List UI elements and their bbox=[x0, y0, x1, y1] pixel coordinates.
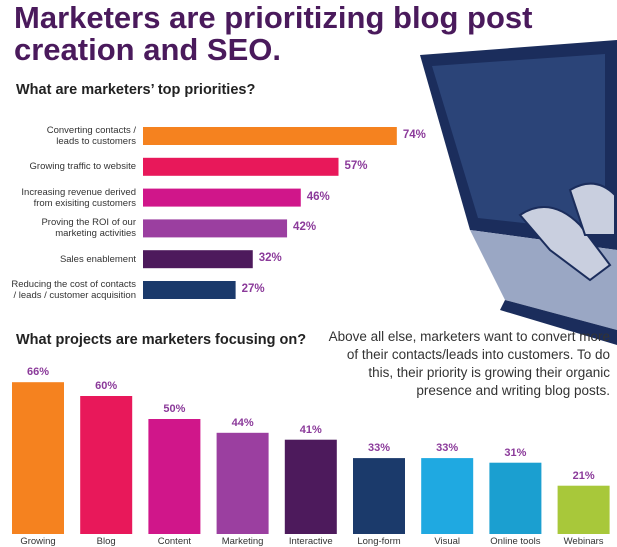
bar bbox=[284, 439, 337, 534]
value-label: 57% bbox=[344, 159, 368, 172]
value-label: 50% bbox=[163, 403, 186, 415]
category-label: Reducing the cost of contacts / leads / … bbox=[11, 279, 136, 301]
value-label: 66% bbox=[26, 366, 50, 379]
bar bbox=[353, 458, 405, 534]
category-label: Growing traffic to website bbox=[29, 161, 136, 173]
chart-title: What projects are marketers focusing on? bbox=[16, 332, 307, 348]
bar bbox=[216, 432, 269, 534]
category-label: Visual bbox=[434, 536, 461, 547]
value-label: 42% bbox=[293, 221, 317, 234]
bar bbox=[148, 419, 201, 534]
value-label: 44% bbox=[231, 416, 254, 429]
category-label: Interactive bbox=[288, 536, 333, 547]
category-label: Increasing revenue derived from exisitin… bbox=[21, 186, 136, 209]
page-title: Marketers are prioritizing blog post cre… bbox=[14, 0, 533, 67]
category-label: Blog bbox=[96, 536, 116, 547]
category-label: Marketing bbox=[221, 536, 264, 547]
value-label: 32% bbox=[258, 252, 282, 265]
bar bbox=[80, 396, 133, 534]
category-label: Online tools bbox=[490, 536, 541, 547]
value-label: 27% bbox=[241, 283, 265, 295]
bar bbox=[143, 250, 253, 269]
laptop-illustration bbox=[420, 40, 617, 345]
bar bbox=[143, 188, 301, 207]
bar bbox=[421, 458, 474, 534]
value-label: 33% bbox=[436, 442, 459, 455]
bar bbox=[489, 462, 542, 534]
bar bbox=[143, 157, 339, 176]
bar bbox=[12, 382, 64, 534]
category-label: Webinars bbox=[563, 536, 604, 547]
category-label: Converting contacts / leads to customers bbox=[46, 125, 136, 147]
value-label: 74% bbox=[402, 129, 426, 141]
bar bbox=[143, 127, 397, 145]
value-label: 31% bbox=[504, 446, 527, 459]
chart-title: What are marketers’ top priorities? bbox=[16, 82, 256, 98]
value-label: 21% bbox=[572, 469, 595, 482]
value-label: 60% bbox=[95, 380, 118, 392]
value-label: 41% bbox=[299, 423, 322, 436]
category-label: Long-form bbox=[357, 536, 401, 547]
category-label: Proving the ROI of our marketing activit… bbox=[41, 217, 136, 240]
category-label: Growing bbox=[20, 536, 56, 547]
note-text: Above all else, marketers want to conver… bbox=[328, 329, 610, 398]
category-label: Sales enablement bbox=[59, 253, 136, 265]
bar bbox=[557, 485, 610, 534]
bar bbox=[143, 281, 236, 299]
category-label: Content bbox=[157, 536, 192, 547]
value-label: 46% bbox=[306, 190, 330, 203]
bar bbox=[143, 219, 288, 238]
value-label: 33% bbox=[367, 442, 391, 455]
